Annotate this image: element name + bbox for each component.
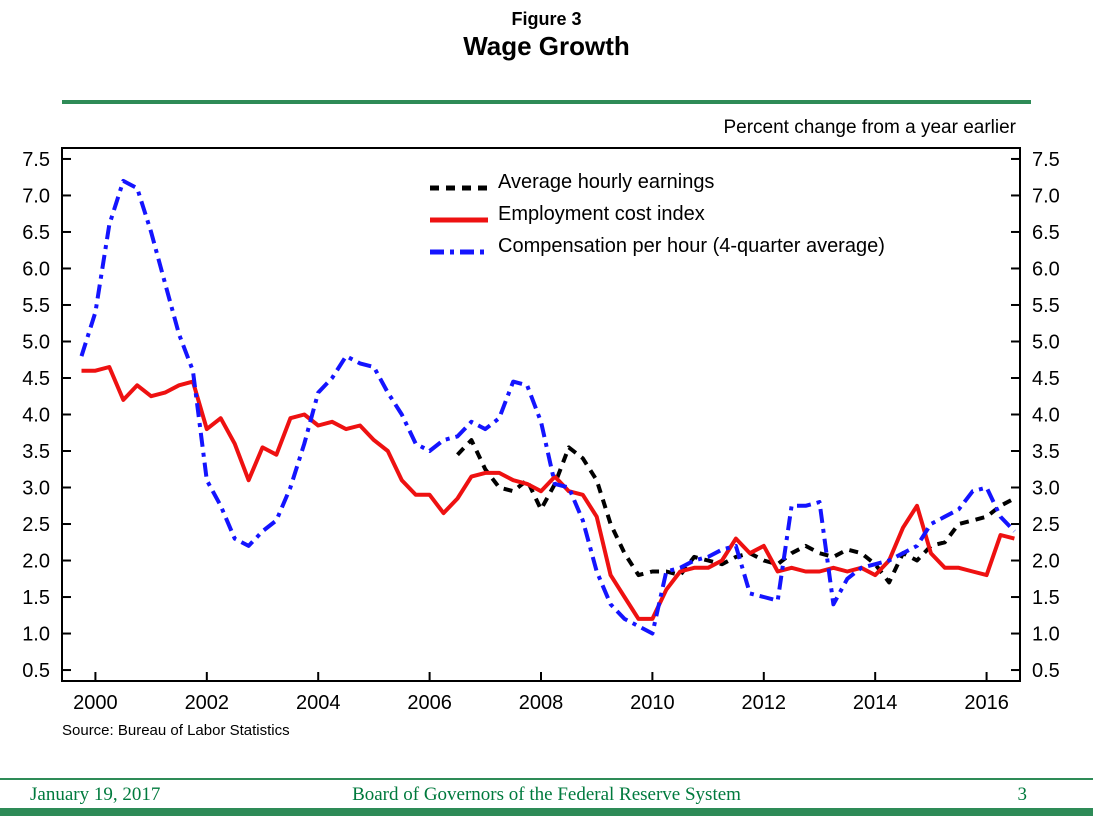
svg-text:2010: 2010: [630, 692, 675, 714]
svg-text:0.5: 0.5: [22, 660, 50, 682]
svg-text:2.0: 2.0: [1032, 551, 1060, 573]
svg-text:7.5: 7.5: [1032, 149, 1060, 171]
red-solid-line-icon: [430, 211, 488, 222]
svg-text:2012: 2012: [742, 692, 787, 714]
svg-text:6.0: 6.0: [22, 258, 50, 280]
legend-label-employment-cost-index: Employment cost index: [498, 203, 705, 225]
footer: January 19, 2017 Board of Governors of t…: [0, 784, 1093, 808]
svg-text:1.0: 1.0: [1032, 624, 1060, 646]
svg-text:4.5: 4.5: [22, 368, 50, 390]
svg-text:4.0: 4.0: [1032, 405, 1060, 427]
svg-text:4.0: 4.0: [22, 405, 50, 427]
svg-text:2014: 2014: [853, 692, 898, 714]
svg-text:6.5: 6.5: [22, 222, 50, 244]
legend-item-employment-cost-index: Employment cost index: [430, 203, 885, 226]
svg-text:2.5: 2.5: [1032, 514, 1060, 536]
svg-text:2002: 2002: [185, 692, 230, 714]
svg-text:3.0: 3.0: [22, 478, 50, 500]
svg-text:2016: 2016: [964, 692, 1009, 714]
svg-text:3.5: 3.5: [22, 441, 50, 463]
svg-text:1.5: 1.5: [1032, 587, 1060, 609]
svg-text:7.5: 7.5: [22, 149, 50, 171]
svg-text:7.0: 7.0: [1032, 185, 1060, 207]
figure-label: Figure 3: [511, 9, 582, 29]
wage-growth-chart: 0.5 0.5 1.0 1.0 1.5 1.5 2.0 2.0 2.5 2.5 3.0 3.0 3.5 3…: [0, 138, 1093, 723]
units-label: Percent change from a year earlier: [723, 117, 1016, 138]
footer-date: January 19, 2017: [30, 784, 161, 805]
svg-text:2000: 2000: [73, 692, 118, 714]
footer-center-text: Board of Governors of the Federal Reserv…: [352, 784, 741, 805]
footer-page-number: 3: [1017, 784, 1028, 805]
page-title: Wage Growth: [463, 31, 630, 61]
svg-text:2008: 2008: [519, 692, 564, 714]
svg-text:7.0: 7.0: [22, 185, 50, 207]
title-divider-rule: [62, 100, 1031, 104]
legend-item-compensation-per-hour: Compensation per hour (4-quarter average…: [430, 235, 885, 258]
svg-text:2.5: 2.5: [22, 514, 50, 536]
svg-text:2004: 2004: [296, 692, 341, 714]
black-dashed-line-icon: [430, 179, 488, 190]
svg-text:2.0: 2.0: [22, 551, 50, 573]
svg-text:5.5: 5.5: [1032, 295, 1060, 317]
svg-text:6.0: 6.0: [1032, 258, 1060, 280]
svg-text:1.5: 1.5: [22, 587, 50, 609]
svg-text:1.0: 1.0: [22, 624, 50, 646]
svg-text:2006: 2006: [407, 692, 452, 714]
footer-bottom-bar: [0, 808, 1093, 816]
footer-top-rule: [0, 778, 1093, 780]
chart-canvas: 0.5 0.5 1.0 1.0 1.5 1.5 2.0 2.0 2.5 2.5 3.0 3.0 3.5 3…: [22, 147, 1060, 714]
svg-text:5.5: 5.5: [22, 295, 50, 317]
svg-text:0.5: 0.5: [1032, 660, 1060, 682]
svg-text:6.5: 6.5: [1032, 222, 1060, 244]
svg-text:4.5: 4.5: [1032, 368, 1060, 390]
svg-text:5.0: 5.0: [1032, 331, 1060, 353]
source-note: Source: Bureau of Labor Statistics: [62, 722, 290, 739]
svg-text:3.0: 3.0: [1032, 478, 1060, 500]
chart-legend: Average hourly earnings Employment cost …: [430, 171, 885, 258]
legend-label-average-hourly-earnings: Average hourly earnings: [498, 171, 715, 193]
legend-item-average-hourly-earnings: Average hourly earnings: [430, 171, 885, 194]
svg-text:3.5: 3.5: [1032, 441, 1060, 463]
blue-dashdot-line-icon: [430, 243, 488, 254]
legend-label-compensation-per-hour: Compensation per hour (4-quarter average…: [498, 235, 885, 257]
svg-text:5.0: 5.0: [22, 331, 50, 353]
